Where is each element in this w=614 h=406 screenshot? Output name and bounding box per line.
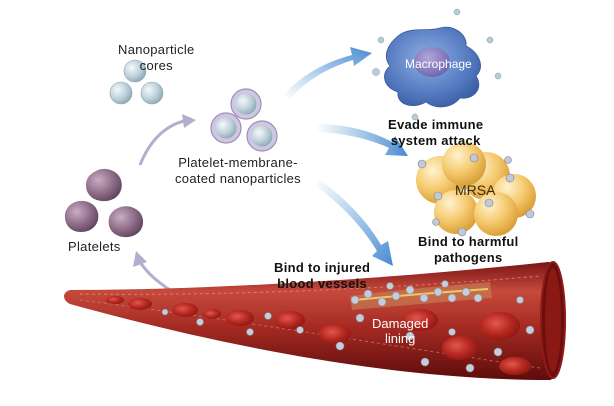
label-line: system attack: [390, 133, 481, 148]
coated-nanoparticle-icon: [246, 120, 278, 152]
arrow-platelets-to-cores: [138, 119, 185, 166]
macrophage-icon: [372, 8, 502, 121]
platelets: [64, 168, 144, 238]
label-line: lining: [385, 331, 416, 346]
mrsa-cluster-icon: [416, 142, 536, 237]
arrow-to-mrsa: [316, 124, 408, 156]
label-line: Platelet-membrane-: [178, 155, 298, 170]
nanoparticle-core-icon: [140, 81, 164, 105]
label-evade: Evade immune system attack: [388, 117, 483, 149]
label-pathogens: Bind to harmful pathogens: [418, 234, 519, 266]
label-line: cores: [139, 58, 173, 73]
label-line: Damaged: [372, 316, 429, 331]
label-line: pathogens: [434, 250, 503, 265]
red-blood-cell-icon: [106, 296, 531, 375]
coated-nanoparticle-icon: [230, 88, 262, 120]
nanoparticle-core-icon: [123, 59, 147, 83]
label-damaged-lining: Damaged lining: [372, 316, 428, 346]
coated-nanoparticles: [210, 88, 278, 152]
label-line: Evade immune: [388, 117, 484, 132]
label-mrsa: MRSA: [455, 182, 496, 198]
arrow-head: [133, 251, 147, 267]
platelet-icon: [64, 200, 99, 232]
arrow-to-macrophage: [284, 47, 372, 99]
label-macrophage: Macrophage: [405, 57, 472, 71]
label-nanoparticle-cores: Nanoparticle cores: [118, 42, 195, 74]
gray-arrows: [133, 114, 196, 292]
platelet-icon: [86, 168, 122, 202]
platelet-icon: [108, 206, 144, 238]
label-line: Bind to harmful: [418, 234, 519, 249]
label-line: Bind to injured: [274, 260, 371, 275]
label-line: blood vessels: [277, 276, 368, 291]
coated-nanoparticle-icon: [210, 112, 242, 144]
nanoparticle-core-icon: [109, 81, 133, 105]
label-platelets: Platelets: [68, 239, 121, 254]
blood-vessel-icon: [64, 261, 566, 380]
label-line: Nanoparticle: [118, 42, 195, 57]
arrow-to-vessel: [316, 178, 393, 266]
nanoparticle-cores: [109, 59, 164, 105]
arrow-vessel-to-platelets: [138, 261, 171, 292]
label-injured: Bind to injured blood vessels: [274, 260, 370, 292]
label-line: coated nanoparticles: [175, 171, 301, 186]
arrow-head: [182, 114, 196, 128]
blue-arrows: [284, 47, 408, 266]
label-coated-nanoparticles: Platelet-membrane- coated nanoparticles: [175, 155, 301, 187]
